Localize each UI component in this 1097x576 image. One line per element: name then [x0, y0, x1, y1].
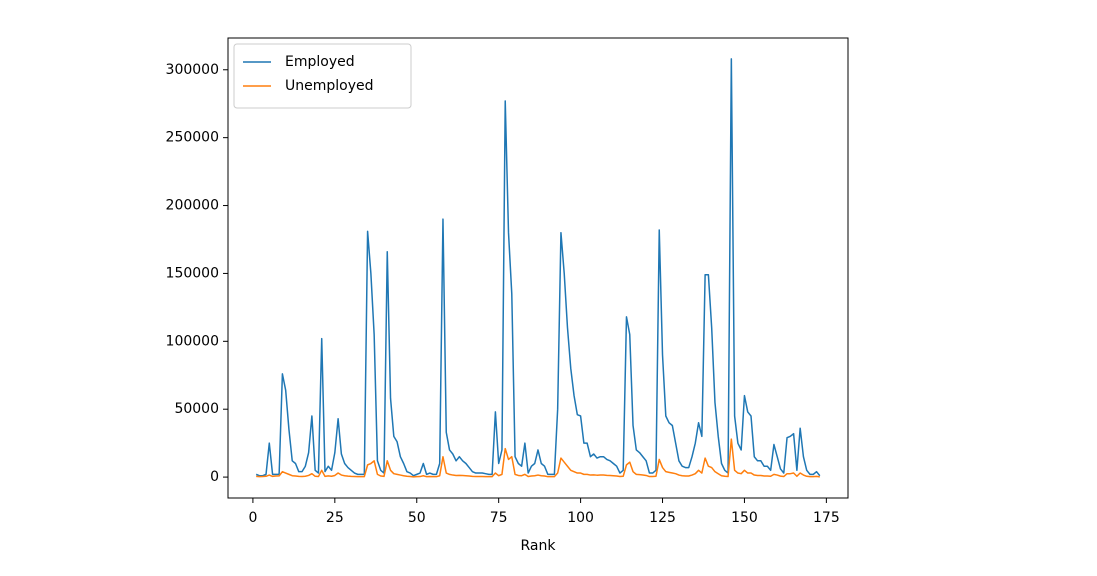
y-tick-label: 250000: [166, 130, 219, 146]
legend-box: [233, 43, 412, 109]
y-tick-label: 100000: [166, 333, 219, 349]
x-tick-label: 100: [567, 510, 594, 526]
y-tick-label: 0: [210, 469, 219, 485]
x-tick-label: 75: [490, 510, 508, 526]
legend-label: Employed: [285, 54, 355, 70]
x-axis-label: Rank: [521, 538, 557, 554]
y-tick-label: 50000: [174, 401, 219, 417]
legend-label: Unemployed: [285, 78, 374, 94]
x-tick-label: 25: [326, 510, 344, 526]
axes-frame: [227, 37, 849, 499]
y-tick-label: 300000: [166, 62, 219, 78]
y-tick-label: 200000: [166, 198, 219, 214]
y-tick-label: 150000: [166, 265, 219, 281]
x-tick-label: 50: [408, 510, 426, 526]
x-tick-label: 0: [248, 510, 257, 526]
line: [255, 58, 821, 477]
x-tick-label: 150: [731, 510, 758, 526]
line: [256, 438, 820, 478]
x-tick-label: 125: [649, 510, 676, 526]
x-tick-label: 175: [813, 510, 840, 526]
